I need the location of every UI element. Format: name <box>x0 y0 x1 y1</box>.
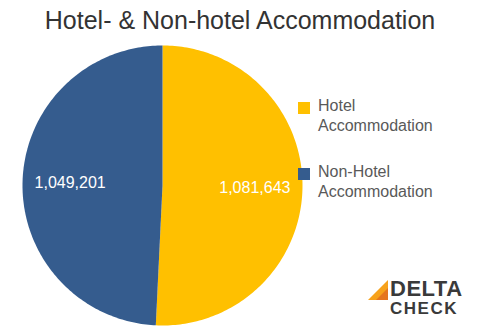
html-text:CHECK: CHECK <box>390 299 458 318</box>
html-text:DELTA: DELTA <box>390 276 463 301</box>
svg-text:1,081,643: 1,081,643 <box>219 179 290 196</box>
html-text:Hotel Accommodation: Hotel Accommodation <box>318 97 433 134</box>
html-text:Non-Hotel Accommodation: Non-Hotel Accommodation <box>318 163 433 200</box>
html-text:Hotel- & Non-hotel Accommodati: Hotel- & Non-hotel Accommodation <box>44 6 436 34</box>
svg-text:1,049,201: 1,049,201 <box>35 174 106 191</box>
